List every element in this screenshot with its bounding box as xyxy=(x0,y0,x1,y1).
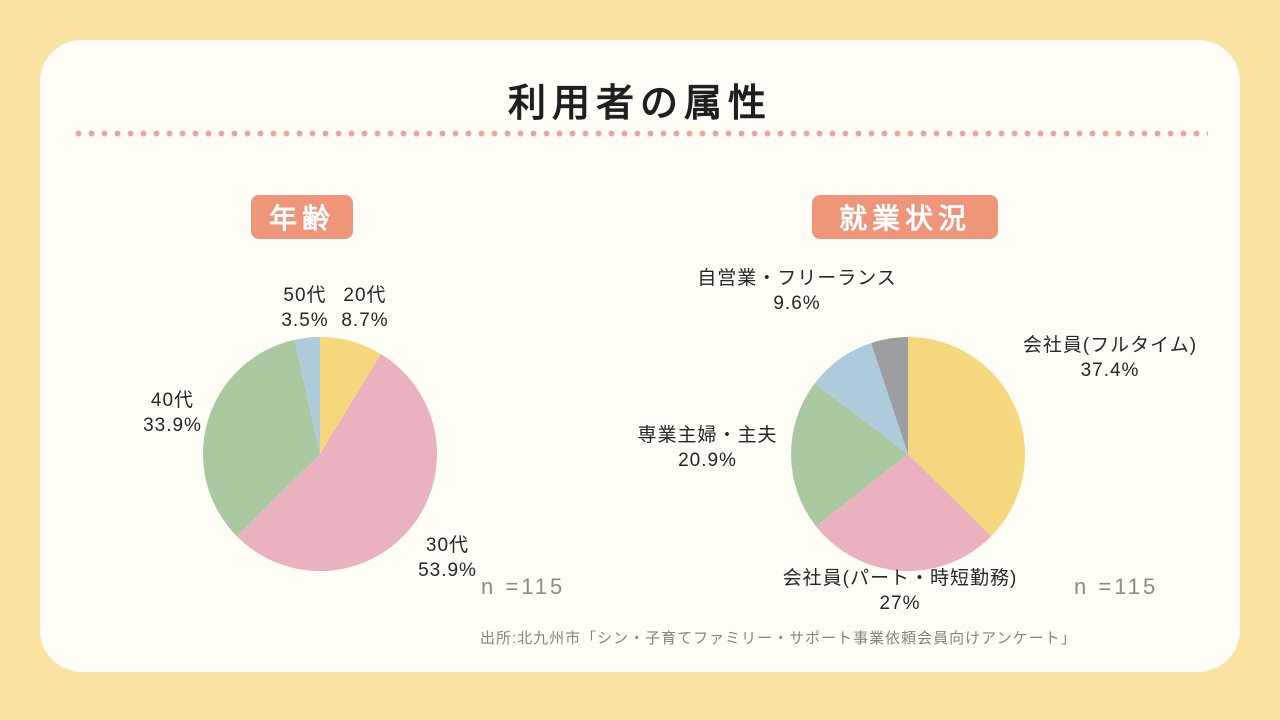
pie-label-fulltime-pct: 37.4% xyxy=(1080,360,1140,381)
pie-slice xyxy=(294,337,320,454)
pie-label-40s-pct: 33.9% xyxy=(143,415,202,436)
pie-slice xyxy=(816,454,992,572)
pie-label-parttime-name: 会社員(パート・時短勤務) xyxy=(782,568,1018,589)
sample-size-employment: n =115 xyxy=(1074,574,1159,599)
pie-label-self-employed-pct: 9.6% xyxy=(773,293,821,314)
pie-label-30s: 30代 53.9% xyxy=(395,533,500,583)
content-card xyxy=(40,40,1240,672)
pie-label-fulltime: 会社員(フルタイム) 37.4% xyxy=(990,333,1230,383)
pie-slice xyxy=(790,383,908,527)
pie-label-self-employed: 自営業・フリーランス 9.6% xyxy=(672,266,922,316)
pie-slice xyxy=(871,337,908,454)
pie-slice xyxy=(320,337,381,454)
page-title: 利用者の属性 xyxy=(507,83,772,125)
pie-slice xyxy=(203,339,320,537)
pie-label-40s-name: 40代 xyxy=(150,390,195,411)
pie-label-40s: 40代 33.9% xyxy=(110,388,235,438)
pie-label-housewife-pct: 20.9% xyxy=(678,450,737,471)
source-citation: 出所:北九州市「シン・子育てファミリー・サポート事業依頼会員向けアンケート」 xyxy=(480,630,1077,647)
pie-slice xyxy=(236,354,437,571)
sample-size-age: n =115 xyxy=(481,574,566,599)
section-badge-age: 年齢 xyxy=(251,195,353,239)
pie-label-parttime: 会社員(パート・時短勤務) 27% xyxy=(770,566,1030,616)
employment-pie-chart xyxy=(790,337,1026,572)
pie-label-parttime-pct: 27% xyxy=(879,593,921,614)
dotted-divider xyxy=(72,130,1208,137)
pie-label-self-employed-name: 自営業・フリーランス xyxy=(697,268,897,289)
pie-slice xyxy=(908,337,1026,537)
age-pie-chart xyxy=(203,337,437,571)
pie-label-20s: 20代 8.7% xyxy=(315,283,415,333)
pie-label-20s-name: 20代 xyxy=(343,285,387,306)
pie-label-50s-pct: 3.5% xyxy=(281,310,329,331)
pie-label-50s: 50代 3.5% xyxy=(255,283,355,333)
pie-label-30s-pct: 53.9% xyxy=(418,560,477,581)
pie-label-30s-name: 30代 xyxy=(425,535,470,556)
pie-slice xyxy=(814,342,908,454)
section-badge-employment: 就業状況 xyxy=(812,195,998,239)
pie-label-20s-pct: 8.7% xyxy=(341,310,389,331)
pie-label-fulltime-name: 会社員(フルタイム) xyxy=(1022,335,1198,356)
pie-label-50s-name: 50代 xyxy=(283,285,327,306)
pie-label-housewife-name: 専業主婦・主夫 xyxy=(637,425,778,446)
pie-label-housewife: 専業主婦・主夫 20.9% xyxy=(595,423,820,473)
